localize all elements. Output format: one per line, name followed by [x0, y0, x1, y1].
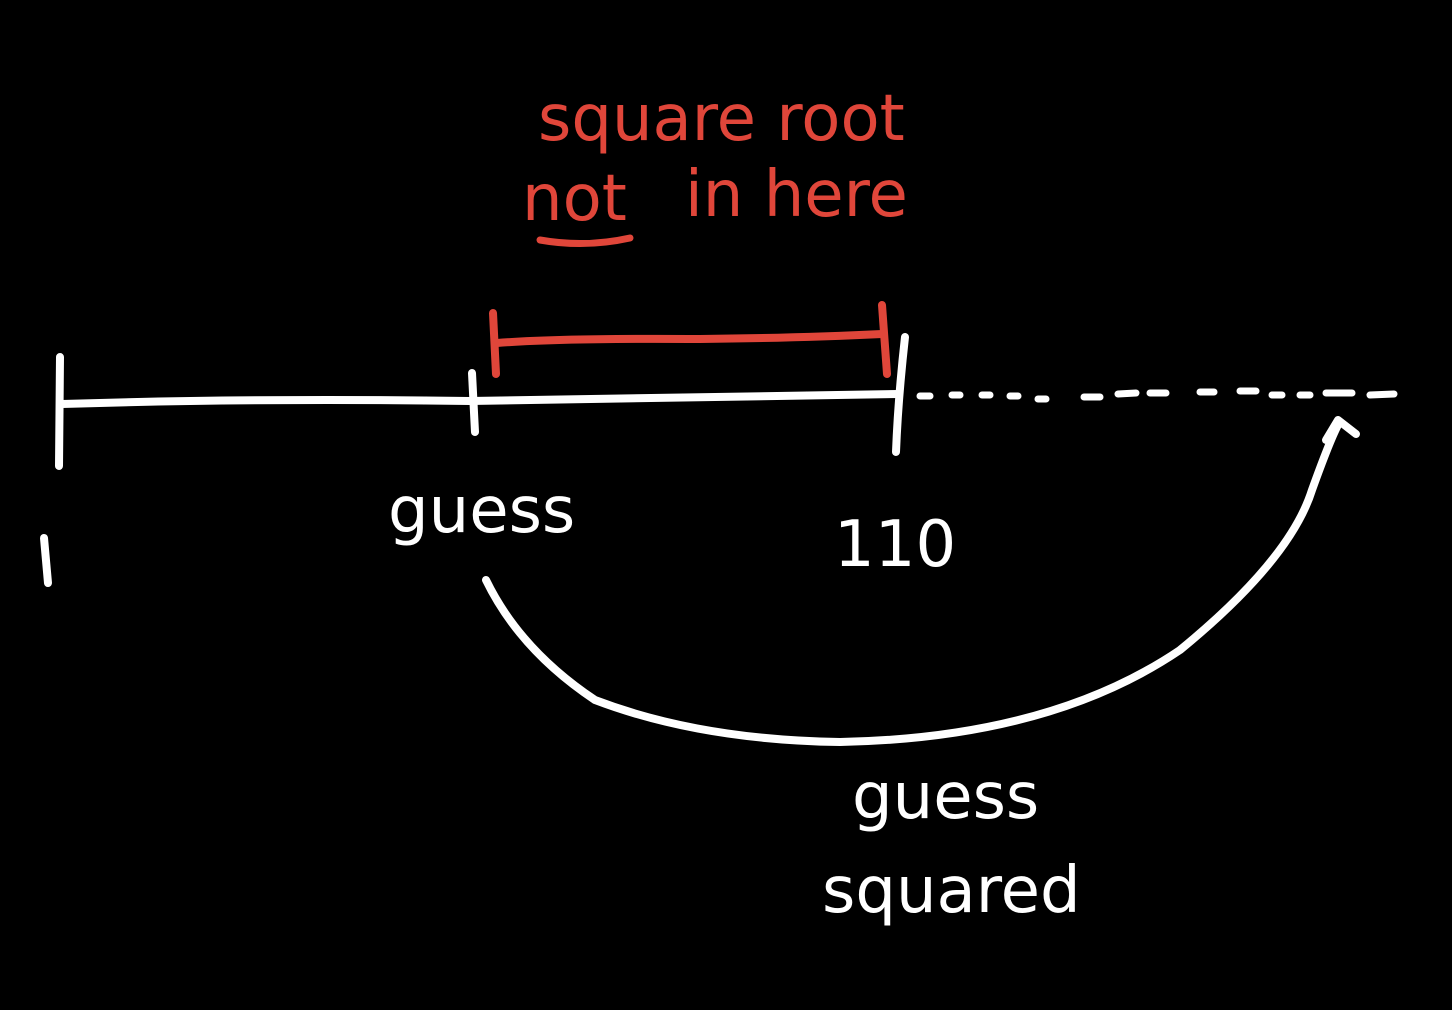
label-guess: guess [388, 474, 575, 548]
bracket-right-tick [878, 301, 891, 378]
annotation-emphasis-word: not [522, 162, 627, 236]
arrow-label-line-2: squared [822, 854, 1081, 928]
tick-start [55, 353, 64, 470]
excluded-interval-bracket [489, 301, 891, 378]
emphasis-underline [536, 234, 634, 248]
squared-arrow-curve [482, 421, 1342, 747]
number-line-axis [58, 390, 902, 408]
label-start-glyph [40, 534, 52, 587]
label-end: 110 [834, 508, 956, 582]
annotation-line-2: in here [685, 158, 908, 232]
label-start: 1 [38, 527, 76, 597]
number-line [55, 333, 909, 470]
arrow-label-line-1: guess [852, 760, 1039, 834]
tick-guess [468, 369, 479, 436]
squared-arrow-head [1322, 416, 1360, 444]
tick-end [892, 333, 909, 456]
annotation-line-1: square root [538, 82, 905, 156]
bracket-bar [493, 330, 886, 347]
number-line-extension-dots [916, 387, 1398, 403]
